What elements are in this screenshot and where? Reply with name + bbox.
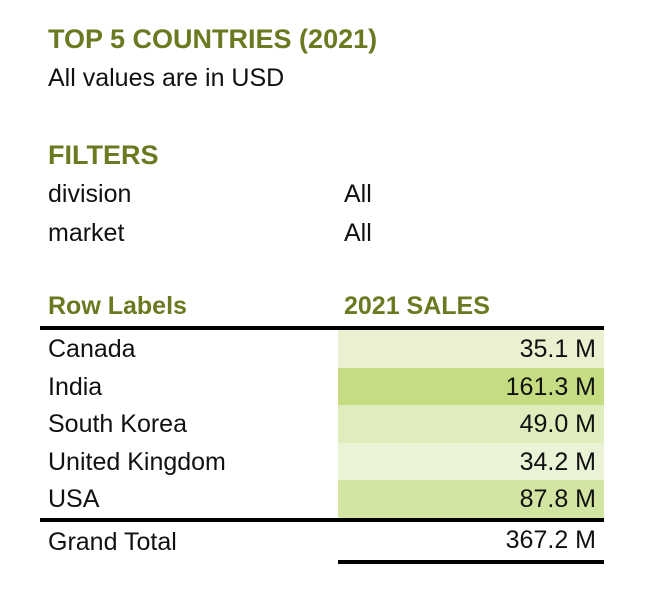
filter-value[interactable]: All xyxy=(344,180,372,208)
filter-market[interactable]: market All xyxy=(48,219,608,255)
country-label: USA xyxy=(48,485,100,514)
grand-total-value[interactable]: 367.2 M xyxy=(338,522,604,564)
sales-value-cell[interactable]: 49.0 M xyxy=(338,405,604,443)
sales-value-cell[interactable]: 87.8 M xyxy=(338,480,604,518)
filters-heading: FILTERS xyxy=(48,140,159,170)
grand-total-row[interactable]: Grand Total 367.2 M xyxy=(40,517,604,564)
grand-total-label: Grand Total xyxy=(48,527,177,556)
sales-column-header[interactable]: 2021 SALES xyxy=(344,292,490,320)
report-title: TOP 5 COUNTRIES (2021) xyxy=(48,24,378,54)
report-subtitle: All values are in USD xyxy=(48,64,285,92)
sales-value-cell[interactable]: 34.2 M xyxy=(338,442,604,481)
country-label: India xyxy=(48,372,103,401)
pivot-table: Row Labels 2021 SALES Canada 35.1 M Indi… xyxy=(40,288,604,564)
table-row[interactable]: Canada 35.1 M xyxy=(40,330,604,368)
country-label: United Kingdom xyxy=(48,447,226,476)
table-row[interactable]: South Korea 49.0 M xyxy=(40,405,604,443)
pivot-header-row: Row Labels 2021 SALES xyxy=(40,288,604,330)
filter-name: market xyxy=(48,219,125,247)
table-row[interactable]: India 161.3 M xyxy=(40,367,604,406)
row-labels-header[interactable]: Row Labels xyxy=(48,292,187,320)
country-label: Canada xyxy=(48,335,136,363)
sales-value-cell[interactable]: 35.1 M xyxy=(338,330,604,368)
table-row[interactable]: United Kingdom 34.2 M xyxy=(40,442,604,481)
filter-name: division xyxy=(48,180,132,208)
sales-value-cell[interactable]: 161.3 M xyxy=(338,367,604,406)
filter-division[interactable]: division All xyxy=(48,180,608,216)
table-row[interactable]: USA 87.8 M xyxy=(40,480,604,518)
country-label: South Korea xyxy=(48,410,187,439)
filter-value[interactable]: All xyxy=(344,219,372,247)
